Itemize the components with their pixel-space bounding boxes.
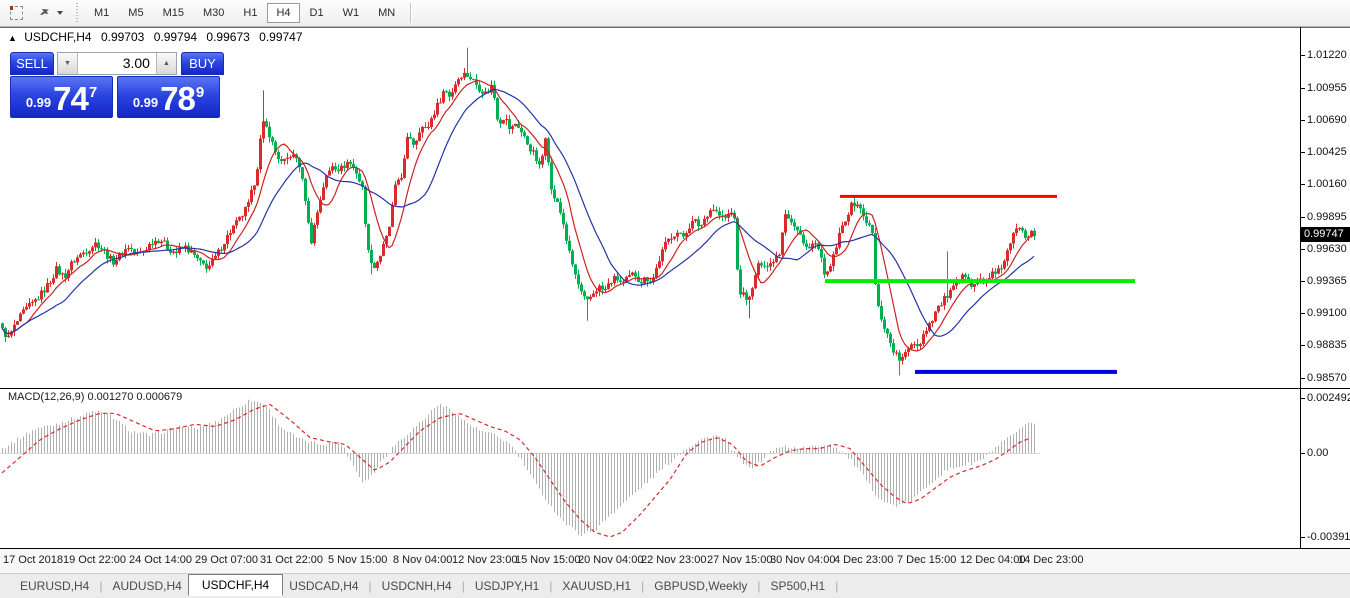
toolbar: M1 M5 M15 M30 H1 H4 D1 W1 MN bbox=[0, 0, 1350, 27]
time-axis-label: 19 Oct 22:00 bbox=[63, 554, 126, 566]
sell-price-button[interactable]: 0.99 74 7 bbox=[10, 76, 113, 118]
double-arrow-glyph bbox=[38, 9, 49, 16]
timeframe-button-h4[interactable]: H4 bbox=[267, 3, 300, 23]
chart-shift-icon[interactable] bbox=[4, 3, 28, 23]
time-axis-label: 22 Nov 23:00 bbox=[641, 554, 707, 566]
buy-price-sup: 9 bbox=[195, 84, 205, 101]
tab-gbpusd-weekly[interactable]: GBPUSD,Weekly bbox=[654, 579, 748, 593]
tab-separator: | bbox=[835, 579, 839, 593]
current-price-badge: 0.99747 bbox=[1301, 227, 1350, 242]
open-value: 0.99703 bbox=[100, 30, 145, 44]
time-axis-label: 27 Nov 15:00 bbox=[707, 554, 773, 566]
sell-price-sup: 7 bbox=[88, 84, 98, 101]
chart-panel: ▲ USDCHF,H4 0.99703 0.99794 0.99673 0.99… bbox=[0, 27, 1350, 573]
toolbar-grip[interactable] bbox=[74, 3, 81, 23]
volume-input[interactable]: 3.00 bbox=[77, 53, 156, 74]
close-value: 0.99747 bbox=[259, 30, 303, 44]
tab-usdjpy-h1[interactable]: USDJPY,H1 bbox=[474, 579, 540, 593]
tab-usdcad-h4[interactable]: USDCAD,H4 bbox=[289, 579, 359, 593]
price-axis-label: 0.98570 bbox=[1307, 372, 1347, 384]
one-click-trading-panel: SELL ▼ 3.00 ▲ BUY 0.99 74 7 0.99 78 9 bbox=[10, 52, 224, 118]
tab-usdchf-h4[interactable]: USDCHF,H4 bbox=[187, 574, 284, 596]
volume-decrease-button[interactable]: ▼ bbox=[57, 53, 78, 74]
toolbar-separator bbox=[410, 3, 413, 23]
tab-separator: | bbox=[368, 579, 372, 593]
time-axis-label: 14 Dec 23:00 bbox=[1018, 554, 1084, 566]
time-axis-label: 31 Oct 22:00 bbox=[260, 554, 323, 566]
timeframe-button-h1[interactable]: H1 bbox=[243, 7, 258, 19]
tab-audusd-h4[interactable]: AUDUSD,H4 bbox=[112, 579, 182, 593]
sell-button[interactable]: SELL bbox=[10, 52, 54, 75]
time-axis-label: 5 Nov 15:00 bbox=[328, 554, 388, 566]
price-axis-label: 0.99365 bbox=[1307, 275, 1347, 287]
timeframe-buttons: M1 M5 M15 M30 H1 H4 D1 W1 MN bbox=[85, 3, 404, 23]
chart-tabs-bar: EURUSD,H4 | AUDUSD,H4 USDCHF,H4 USDCAD,H4 | US… bbox=[0, 573, 1350, 598]
symbol-label: USDCHF,H4 bbox=[24, 30, 92, 44]
sell-price-big: 74 bbox=[53, 80, 89, 117]
time-axis-strip[interactable] bbox=[0, 549, 1350, 573]
arrange-arrows-icon[interactable] bbox=[32, 3, 66, 23]
buy-price-prefix: 0.99 bbox=[132, 95, 159, 110]
macd-indicator-label: MACD(12,26,9) 0.001270 0.000679 bbox=[8, 391, 183, 403]
price-axis-label: 1.00160 bbox=[1307, 178, 1347, 190]
timeframe-button-m5[interactable]: M5 bbox=[128, 7, 144, 19]
tab-eurusd-h4[interactable]: EURUSD,H4 bbox=[20, 579, 90, 593]
time-axis-label: 29 Oct 07:00 bbox=[195, 554, 258, 566]
time-axis-label: 7 Dec 15:00 bbox=[897, 554, 957, 566]
time-axis-label: 8 Nov 04:00 bbox=[393, 554, 453, 566]
price-axis-label: 0.99100 bbox=[1307, 307, 1347, 319]
price-axis-label: 1.01220 bbox=[1307, 49, 1347, 61]
dashed-square-glyph bbox=[9, 6, 23, 20]
time-axis-label: 24 Oct 14:00 bbox=[129, 554, 192, 566]
time-axis-label: 12 Dec 04:00 bbox=[960, 554, 1026, 566]
buy-price-big: 78 bbox=[160, 80, 196, 117]
timeframe-button-d1[interactable]: D1 bbox=[309, 7, 324, 19]
tab-sp500-h1[interactable]: SP500,H1 bbox=[770, 579, 826, 593]
price-axis-label: 0.98835 bbox=[1307, 339, 1347, 351]
tab-usdcnh-h4[interactable]: USDCNH,H4 bbox=[381, 579, 452, 593]
time-axis-label: 30 Nov 04:00 bbox=[770, 554, 836, 566]
dropdown-caret-icon bbox=[56, 11, 63, 15]
low-value: 0.99673 bbox=[206, 30, 250, 44]
buy-price-button[interactable]: 0.99 78 9 bbox=[117, 76, 220, 118]
timeframe-button-m1[interactable]: M1 bbox=[94, 7, 110, 19]
chart-canvas[interactable] bbox=[0, 27, 1350, 573]
timeframe-button-m15[interactable]: M15 bbox=[162, 7, 184, 19]
price-axis-label: 1.00425 bbox=[1307, 146, 1347, 158]
timeframe-button-mn[interactable]: MN bbox=[378, 7, 396, 19]
time-axis-label: 17 Oct 2018 bbox=[3, 554, 63, 566]
buy-button[interactable]: BUY bbox=[180, 52, 224, 75]
tab-separator: | bbox=[99, 579, 103, 593]
price-axis-label: 1.00690 bbox=[1307, 114, 1347, 126]
time-axis-label: 4 Dec 23:00 bbox=[834, 554, 894, 566]
time-axis-label: 20 Nov 04:00 bbox=[578, 554, 644, 566]
timeframe-button-w1[interactable]: W1 bbox=[342, 7, 360, 19]
volume-increase-button[interactable]: ▲ bbox=[155, 53, 176, 74]
tab-separator: | bbox=[641, 579, 645, 593]
macd-axis-label: -0.003913 bbox=[1307, 531, 1350, 543]
tab-xauusd-h1[interactable]: XAUUSD,H1 bbox=[562, 579, 632, 593]
high-value: 0.99794 bbox=[153, 30, 198, 44]
time-axis-label: 15 Nov 15:00 bbox=[515, 554, 581, 566]
price-axis-label: 0.99895 bbox=[1307, 211, 1347, 223]
collapse-icon[interactable]: ▲ bbox=[8, 33, 17, 43]
macd-axis-label: 0.002492 bbox=[1307, 392, 1350, 404]
price-axis-label: 1.00955 bbox=[1307, 82, 1347, 94]
tab-separator: | bbox=[757, 579, 761, 593]
time-axis-label: 12 Nov 23:00 bbox=[452, 554, 518, 566]
macd-axis-label: 0.00 bbox=[1307, 447, 1329, 459]
price-axis-label: 0.99630 bbox=[1307, 243, 1347, 255]
volume-control: ▼ 3.00 ▲ bbox=[56, 52, 177, 75]
timeframe-button-m30[interactable]: M30 bbox=[202, 7, 225, 19]
tab-separator: | bbox=[461, 579, 465, 593]
tab-separator: | bbox=[549, 579, 553, 593]
sell-price-prefix: 0.99 bbox=[25, 95, 52, 110]
chart-ohlc-header: ▲ USDCHF,H4 0.99703 0.99794 0.99673 0.99… bbox=[8, 30, 309, 44]
